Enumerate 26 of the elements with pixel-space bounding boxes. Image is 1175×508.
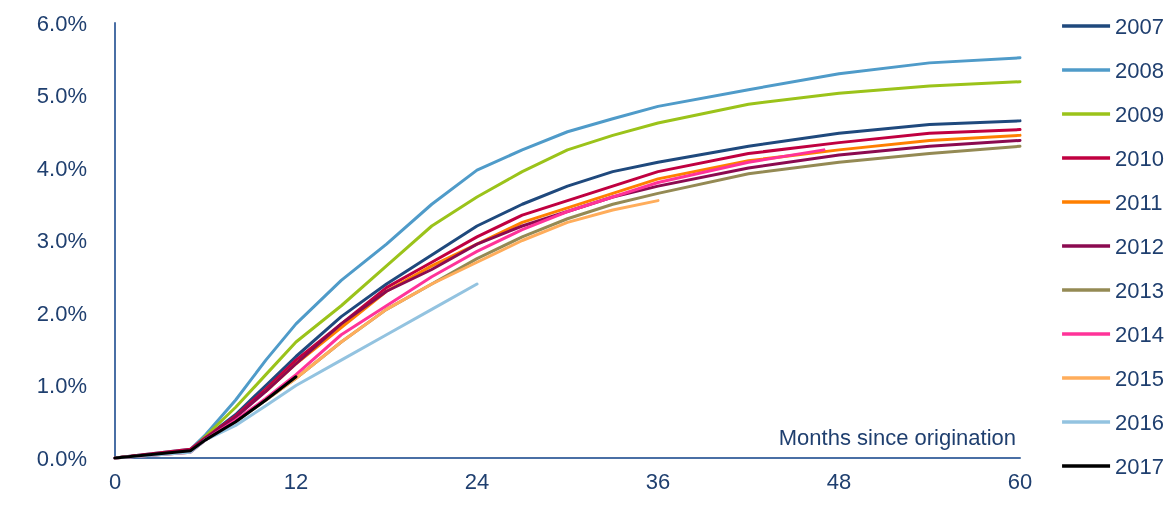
legend-label: 2012 xyxy=(1115,233,1165,259)
x-tick-label: 0 xyxy=(108,468,122,494)
y-tick-label: 5.0% xyxy=(36,83,87,108)
line-series xyxy=(113,375,298,460)
legend-label: 2017 xyxy=(1115,453,1165,479)
x-tick-label: 24 xyxy=(464,468,490,494)
y-tick-label: 2.0% xyxy=(36,300,87,326)
legend-label: 2008 xyxy=(1115,57,1165,83)
x-axis-title: Months since origination xyxy=(778,424,1016,450)
x-tick-label: 48 xyxy=(826,468,852,494)
legend-label: 2015 xyxy=(1115,365,1165,391)
x-tick-label: 12 xyxy=(283,468,309,494)
y-tick-label: 0.0% xyxy=(36,445,87,471)
legend-label: 2009 xyxy=(1115,101,1165,127)
y-tick-label: 4.0% xyxy=(36,155,87,181)
x-tick-label: 36 xyxy=(645,468,671,494)
legend-label: 2011 xyxy=(1115,189,1163,215)
legend-label: 2013 xyxy=(1115,277,1165,303)
legend-label: 2007 xyxy=(1115,13,1165,39)
y-tick-label: 1.0% xyxy=(36,373,87,398)
legend-label: 2014 xyxy=(1115,321,1165,347)
x-tick-label: 60 xyxy=(1007,468,1033,494)
y-tick-label: 3.0% xyxy=(36,228,87,253)
legend-label: 2016 xyxy=(1115,409,1165,435)
legend-label: 2010 xyxy=(1115,145,1165,171)
y-tick-label: 6.0% xyxy=(36,10,87,36)
